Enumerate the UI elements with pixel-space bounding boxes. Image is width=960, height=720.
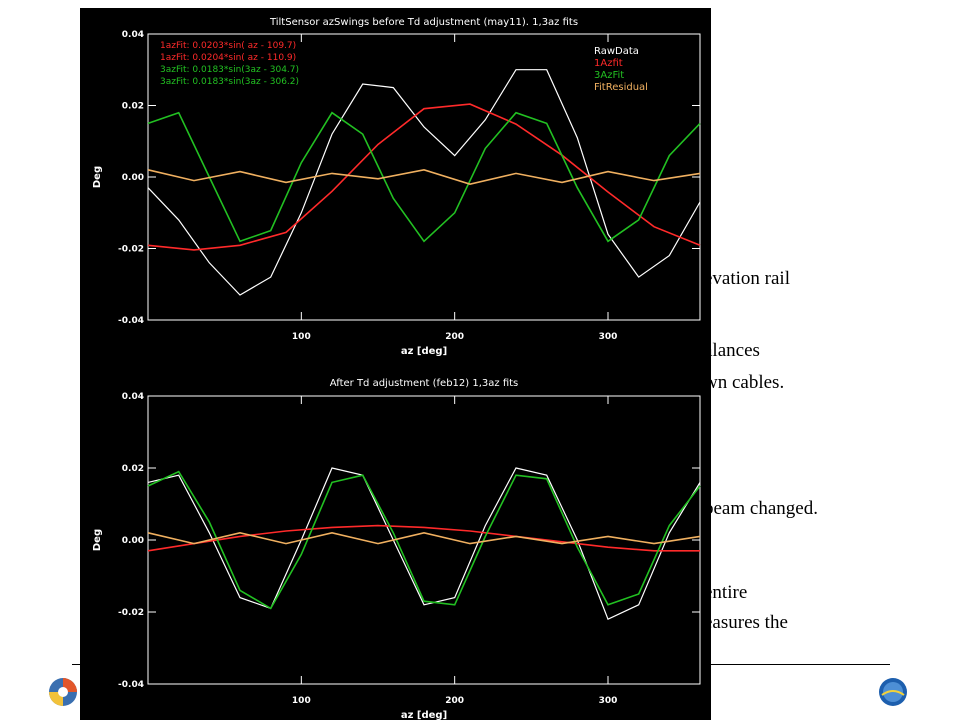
chart1-xtick-label: 100 <box>292 332 311 342</box>
observatory-logo-icon <box>49 678 77 706</box>
chart1-ytick-label: 0.04 <box>122 30 144 40</box>
chart1-legend-entry: FitResidual <box>594 82 648 93</box>
bullet-fragment-6: entire <box>704 582 748 603</box>
chart1-ylabel: Deg <box>92 166 103 188</box>
chart1-fit-annotation: 1azFit: 0.0203*sin( az - 109.7) <box>160 41 296 51</box>
chart1-legend-entry: 1Azfit <box>594 58 623 69</box>
chart2-series-rawdata <box>147 467 701 621</box>
chart2-ytick-label: -0.04 <box>118 680 144 690</box>
chart1-ytick-label: 0.00 <box>122 173 144 183</box>
chart1-xtick-label: 300 <box>599 332 618 342</box>
chart1-xtick-label: 200 <box>445 332 464 342</box>
bullet-fragment-1: evation rail <box>704 268 790 289</box>
plot-panel: -0.04 -0.02 0.00 0.02 0.04 100 200 300 TiltSenso… <box>80 8 711 720</box>
chart2-xtick-label: 300 <box>599 696 618 706</box>
chart1-series-rawdata <box>147 69 701 296</box>
chart1-ytick-label: -0.02 <box>118 245 144 255</box>
bullet-fragment-7: easures the <box>704 612 788 633</box>
chart2-ylabel: Deg <box>92 529 103 551</box>
chart2-series-1azfit <box>147 524 700 552</box>
bullet-fragment-5: beam changed. <box>704 498 818 519</box>
chart1-title: TiltSensor azSwings before Td adjustment… <box>269 17 578 28</box>
nsf-logo-icon <box>879 678 907 706</box>
chart2-axes-frame <box>147 395 701 685</box>
chart1-fit-annotation: 3azFit: 0.0183*sin(3az - 304.7) <box>160 65 299 75</box>
bullet-fragment-3: wn cables. <box>704 372 785 393</box>
chart2-xtick-label: 100 <box>292 696 311 706</box>
chart2-xtick-label: 200 <box>445 696 464 706</box>
chart1-legend-entry: 3AzFit <box>594 70 624 81</box>
bullet-fragment-2: alances <box>704 340 760 361</box>
chart1-fit-annotation: 3azFit: 0.0183*sin(3az - 306.2) <box>160 77 299 87</box>
chart2-ytick-label: 0.02 <box>122 464 144 474</box>
chart1-series-3azfit <box>147 111 701 243</box>
chart2-series-3azfit <box>147 470 701 610</box>
chart2-ytick-label: -0.02 <box>118 608 144 618</box>
chart1-legend-entry: RawData <box>594 46 639 57</box>
chart1-fit-annotation: 1azFit: 0.0204*sin( az - 110.9) <box>160 53 296 63</box>
chart1-series-fitresidual <box>147 168 701 186</box>
chart2-title: After Td adjustment (feb12) 1,3az fits <box>330 378 519 389</box>
chart2-xlabel: az [deg] <box>401 710 447 720</box>
chart1-xlabel: az [deg] <box>401 346 447 357</box>
chart2-ytick-label: 0.00 <box>122 536 144 546</box>
chart1-ytick-label: 0.02 <box>122 102 144 112</box>
chart2-series-fitresidual <box>147 531 701 545</box>
chart1-ytick-label: -0.04 <box>118 316 144 326</box>
chart1-series-1azfit <box>147 103 701 251</box>
chart2-ytick-label: 0.04 <box>122 392 144 402</box>
plots-svg: -0.04 -0.02 0.00 0.02 0.04 100 200 300 TiltSenso… <box>92 17 701 720</box>
